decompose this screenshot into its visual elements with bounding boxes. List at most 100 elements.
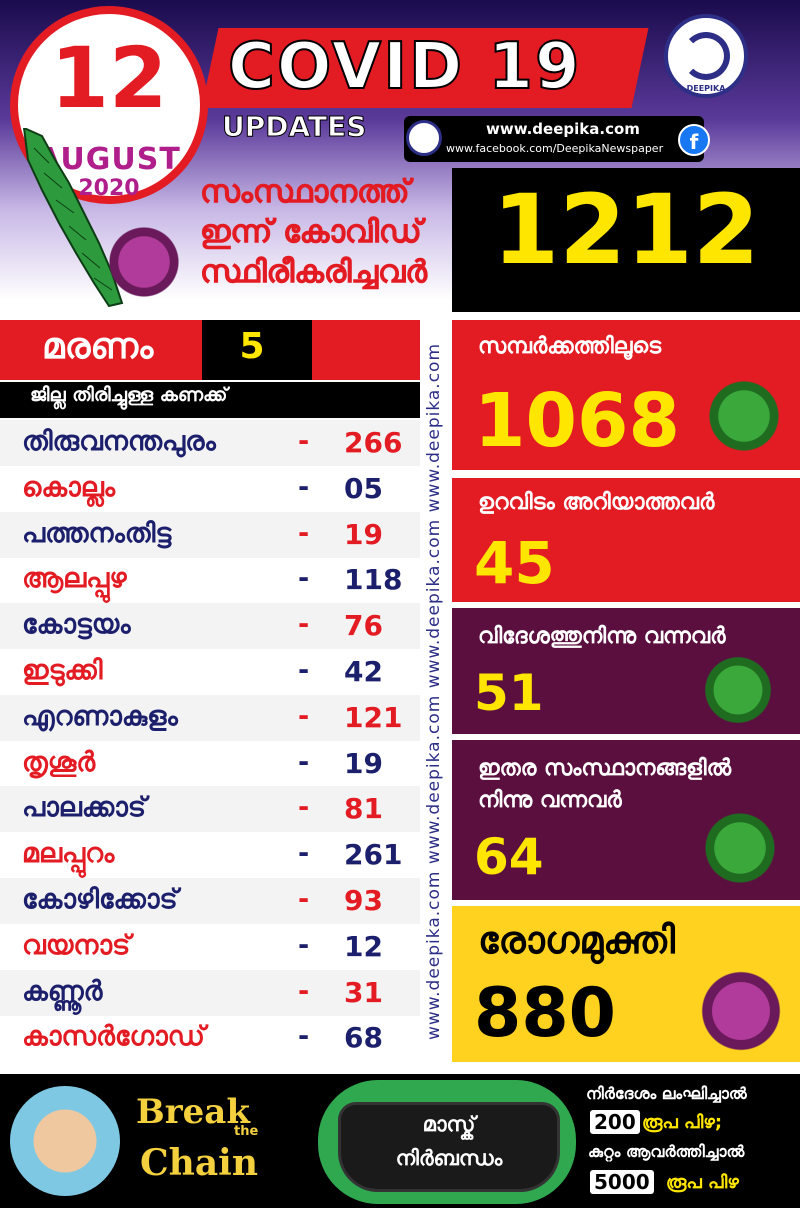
district-name: കോഴിക്കോട് — [22, 884, 178, 915]
district-value: 81 — [344, 792, 383, 826]
the-text: the — [234, 1124, 259, 1139]
deepika-logo: DEEPIKA — [664, 14, 748, 98]
side-watermark: www.deepika.com www.deepika.com www.deep… — [424, 342, 444, 1040]
district-name: കൊല്ലം — [22, 471, 116, 503]
logo-text: DEEPIKA — [686, 84, 726, 93]
district-value: 118 — [344, 563, 403, 597]
district-row: മലപ്പുറം - 261 — [0, 832, 420, 878]
contact-label: സമ്പർക്കത്തിലൂടെ — [478, 334, 662, 359]
district-value: 05 — [344, 471, 383, 505]
fine-rule-line1: നിർദേശം ലംഘിച്ചാൽ — [586, 1084, 747, 1103]
district-value: 266 — [344, 426, 403, 459]
district-row: കൊല്ലം - 05 — [0, 466, 420, 512]
district-name: എറണാകുളം — [22, 700, 178, 732]
fine-amount-1: 200 — [590, 1110, 640, 1134]
page-subtitle: UPDATES — [221, 110, 367, 144]
district-row: പാലക്കാട് - 81 — [0, 786, 420, 833]
district-dash: - — [298, 1021, 310, 1053]
district-name: തൃശൂർ — [22, 746, 96, 778]
virus-icon — [700, 652, 776, 728]
confirmed-box — [452, 168, 800, 312]
website-link[interactable]: www.deepika.com — [486, 120, 640, 138]
other-states-box: ഇതര സംസ്ഥാനങ്ങളിൽ നിന്നു വന്നവർ 64 — [452, 740, 800, 900]
confirmed-label: സംസ്ഥാനത്ത് ഇന്ന് കോവിഡ് സ്ഥിരീകരിച്ചവർ — [200, 174, 427, 291]
deaths-label: മരണം — [42, 326, 154, 367]
district-value: 31 — [344, 975, 383, 1009]
district-row: കോട്ടയം - 76 — [0, 603, 420, 650]
foreign-value: 51 — [474, 664, 544, 722]
district-name: മലപ്പുറം — [22, 838, 115, 870]
district-dash: - — [298, 563, 310, 595]
district-name: കണ്ണൂർ — [22, 975, 103, 1007]
date-year: 2020 — [78, 176, 140, 201]
kerala-map-icon — [22, 128, 124, 308]
page-title: COVID 19 — [227, 29, 582, 105]
district-row: തൃശൂർ - 19 — [0, 741, 420, 787]
break-text: Break — [136, 1092, 250, 1132]
district-name: പത്തനംതിട്ട — [22, 517, 172, 549]
deaths-value-box — [202, 320, 312, 380]
fine-suffix-2: രൂപ പിഴ — [666, 1172, 739, 1193]
district-row: കോഴിക്കോട് - 93 — [0, 878, 420, 924]
district-row: തിരുവനന്തപുരം - 266 — [0, 420, 420, 466]
district-dash: - — [298, 838, 310, 870]
district-dash: - — [298, 746, 310, 778]
district-row: കണ്ണൂർ - 31 — [0, 969, 420, 1016]
hand-wash-icon — [10, 1086, 120, 1196]
district-name: വയനാട് — [22, 929, 131, 961]
district-dash: - — [298, 517, 310, 549]
district-table: തിരുവനന്തപുരം - 266 കൊല്ലം - 05 പത്തനംതിട്ട - 19… — [0, 420, 420, 1062]
district-value: 121 — [344, 700, 403, 734]
district-name: ഇടുക്കി — [22, 655, 103, 686]
district-header-bar — [0, 382, 420, 418]
unknown-source-value: 45 — [474, 529, 555, 597]
chain-text: Chain — [140, 1142, 259, 1184]
mini-logo-icon — [406, 120, 442, 156]
virus-icon — [700, 808, 780, 888]
mask-text-line2: നിർബന്ധം — [395, 1146, 503, 1170]
facebook-link[interactable]: www.facebook.com/DeepikaNewspaper — [446, 142, 664, 155]
confirmed-value: 1212 — [492, 174, 760, 286]
district-dash: - — [298, 471, 310, 503]
foreign-box: വിദേശത്തുനിന്നു വന്നവർ 51 — [452, 608, 800, 734]
district-row: പത്തനംതിട്ട - 19 — [0, 511, 420, 558]
district-row: എറണാകുളം - 121 — [0, 694, 420, 741]
other-states-value: 64 — [474, 828, 544, 886]
virus-icon — [696, 966, 786, 1056]
district-value: 19 — [344, 746, 383, 780]
district-value: 42 — [344, 655, 383, 688]
recovered-box: രോഗമുക്തി 880 — [452, 906, 800, 1062]
web-strip — [404, 116, 704, 162]
district-dash: - — [298, 700, 310, 732]
district-value: 19 — [344, 517, 383, 551]
contact-value: 1068 — [474, 378, 680, 464]
district-name: കോട്ടയം — [22, 609, 131, 641]
recovered-label: രോഗമുക്തി — [478, 918, 676, 962]
virus-icon — [104, 222, 184, 302]
other-states-label-line2: നിന്നു വന്നവർ — [478, 788, 622, 813]
district-dash: - — [298, 655, 310, 686]
recovered-value: 880 — [474, 974, 616, 1053]
date-day: 12 — [50, 29, 168, 127]
district-dash: - — [298, 929, 310, 961]
district-dash: - — [298, 609, 310, 641]
fine-rule-line2: കുറ്റം ആവർത്തിച്ചാൽ — [588, 1142, 745, 1161]
contact-box: സമ്പർക്കത്തിലൂടെ 1068 — [452, 320, 800, 470]
fine-amount-2: 5000 — [590, 1170, 654, 1194]
unknown-source-label: ഉറവിടം അറിയാത്തവർ — [478, 490, 715, 515]
mask-text-line1: മാസ്ക് — [422, 1112, 476, 1136]
foreign-label: വിദേശത്തുനിന്നു വന്നവർ — [478, 624, 726, 649]
district-header: ജില്ല തിരിച്ചുള്ള കണക്ക് — [30, 384, 228, 406]
other-states-label-line1: ഇതര സംസ്ഥാനങ്ങളിൽ — [478, 756, 732, 781]
district-row: ആലപ്പുഴ - 118 — [0, 557, 420, 603]
virus-icon — [704, 376, 784, 456]
facebook-icon[interactable]: f — [678, 124, 710, 156]
district-name: കാസർഗോഡ് — [22, 1021, 205, 1053]
district-dash: - — [298, 426, 310, 457]
district-row: വയനാട് - 12 — [0, 924, 420, 970]
district-value: 68 — [344, 1021, 383, 1055]
district-row: കാസർഗോഡ് - 68 — [0, 1015, 420, 1061]
district-value: 261 — [344, 838, 403, 872]
deaths-value: 5 — [239, 326, 265, 367]
